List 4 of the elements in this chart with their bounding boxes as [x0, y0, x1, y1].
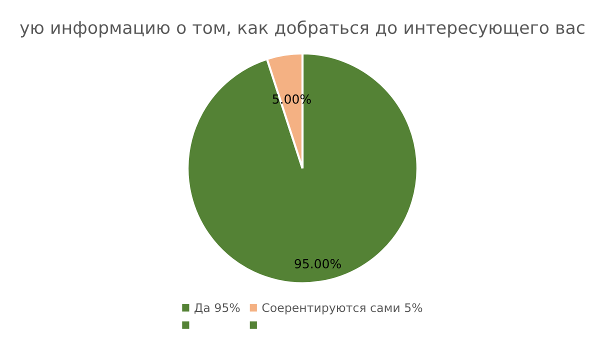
data-label: 95.00%	[294, 258, 341, 268]
legend-label: Да 95%	[194, 303, 240, 314]
chart-title: ую информацию о том, как добраться до интересующего вас	[20, 20, 584, 38]
legend-label: Соерентируются сами 5%	[262, 303, 422, 314]
